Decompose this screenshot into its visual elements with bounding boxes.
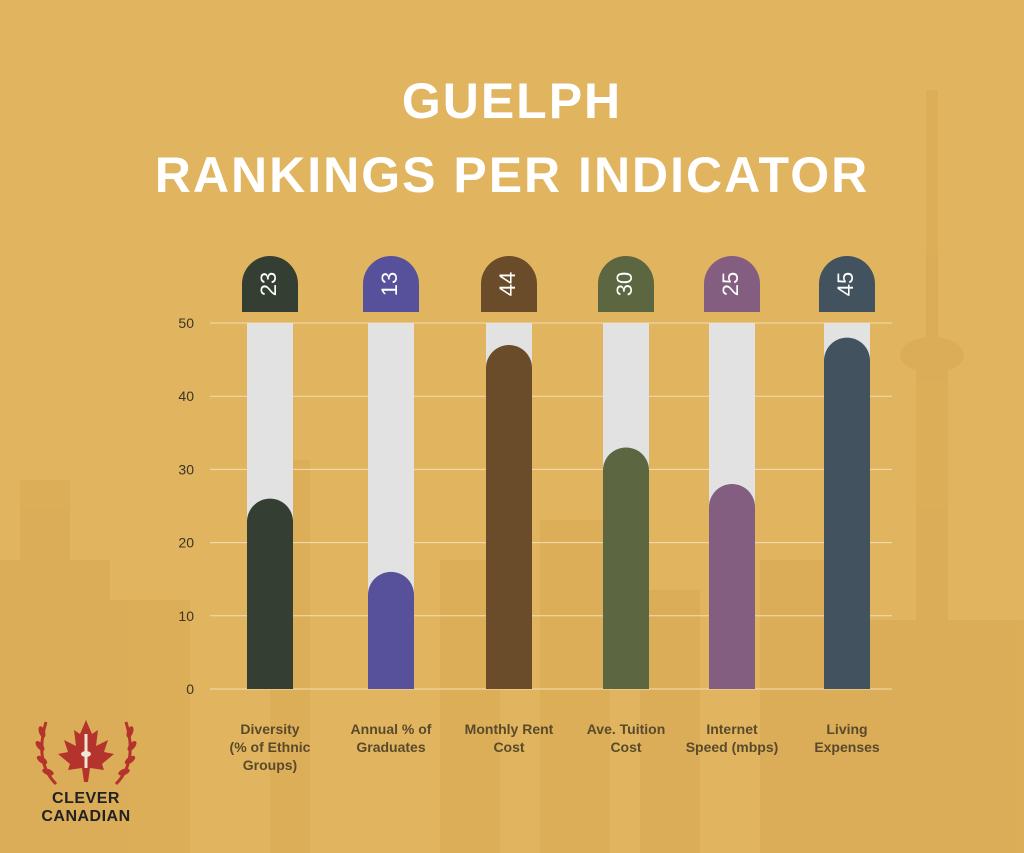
data-label: 30 <box>612 272 637 296</box>
data-label: 44 <box>495 272 520 296</box>
data-label: 13 <box>377 272 402 296</box>
bar <box>603 447 649 689</box>
bar <box>486 344 532 689</box>
y-tick-label: 50 <box>178 315 194 331</box>
x-tick-label: Ave. Tuition Cost <box>586 721 666 755</box>
x-tick-label: Monthly Rent Cost <box>464 721 554 755</box>
data-label: 25 <box>718 272 743 296</box>
x-tick-label: Living Expenses <box>814 721 880 755</box>
bar <box>709 484 755 689</box>
value-badge <box>481 256 537 312</box>
data-label: 45 <box>833 272 858 296</box>
y-tick-label: 0 <box>186 681 194 697</box>
value-badge <box>598 256 654 312</box>
x-tick-label: Diversity (% of Ethnic Groups) <box>229 721 311 773</box>
x-tick-label: Annual % of Graduates <box>350 721 432 755</box>
y-tick-label: 20 <box>178 535 194 551</box>
title-line-1: GUELPH <box>401 73 623 129</box>
clever-canadian-logo: CLEVER CANADIAN <box>28 712 144 832</box>
y-tick-label: 40 <box>178 388 194 404</box>
maple-leaf-icon <box>35 720 137 786</box>
data-label: 23 <box>256 272 281 296</box>
x-tick-label: Internet Speed (mbps) <box>685 721 779 755</box>
value-badge <box>363 256 419 312</box>
title-line-2: RANKINGS PER INDICATOR <box>154 147 870 203</box>
value-badge <box>704 256 760 312</box>
logo-text-line2: CANADIAN <box>41 808 131 825</box>
y-tick-label: 10 <box>178 608 194 624</box>
value-badge <box>242 256 298 312</box>
logo-text-line1: CLEVER <box>52 790 120 807</box>
y-tick-label: 30 <box>178 461 194 477</box>
bar <box>247 498 293 689</box>
bar <box>824 337 870 689</box>
value-badge <box>819 256 875 312</box>
bar <box>368 571 414 689</box>
